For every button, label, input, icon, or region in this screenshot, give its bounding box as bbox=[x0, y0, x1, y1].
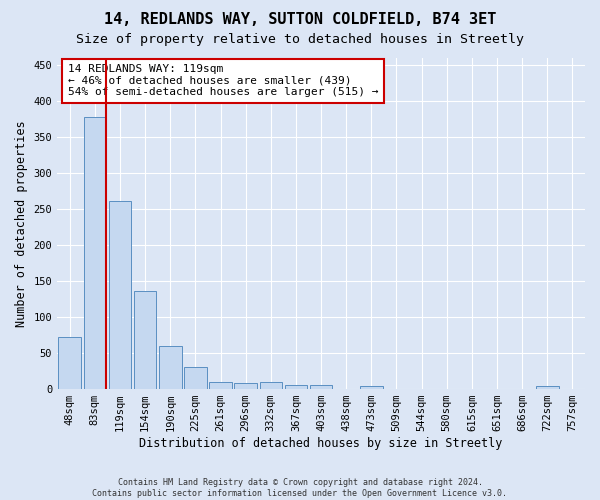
Text: Contains HM Land Registry data © Crown copyright and database right 2024.
Contai: Contains HM Land Registry data © Crown c… bbox=[92, 478, 508, 498]
Bar bbox=[184, 368, 207, 389]
Bar bbox=[260, 382, 282, 389]
Bar bbox=[58, 337, 81, 389]
Bar bbox=[109, 201, 131, 389]
Bar bbox=[209, 382, 232, 389]
Text: Size of property relative to detached houses in Streetly: Size of property relative to detached ho… bbox=[76, 32, 524, 46]
Bar bbox=[134, 291, 157, 389]
X-axis label: Distribution of detached houses by size in Streetly: Distribution of detached houses by size … bbox=[139, 437, 503, 450]
Bar bbox=[310, 386, 332, 389]
Bar bbox=[159, 346, 182, 389]
Bar bbox=[536, 386, 559, 389]
Bar bbox=[235, 382, 257, 389]
Bar bbox=[83, 116, 106, 389]
Bar bbox=[284, 385, 307, 389]
Y-axis label: Number of detached properties: Number of detached properties bbox=[15, 120, 28, 326]
Text: 14 REDLANDS WAY: 119sqm
← 46% of detached houses are smaller (439)
54% of semi-d: 14 REDLANDS WAY: 119sqm ← 46% of detache… bbox=[68, 64, 378, 98]
Bar bbox=[360, 386, 383, 389]
Text: 14, REDLANDS WAY, SUTTON COLDFIELD, B74 3ET: 14, REDLANDS WAY, SUTTON COLDFIELD, B74 … bbox=[104, 12, 496, 28]
